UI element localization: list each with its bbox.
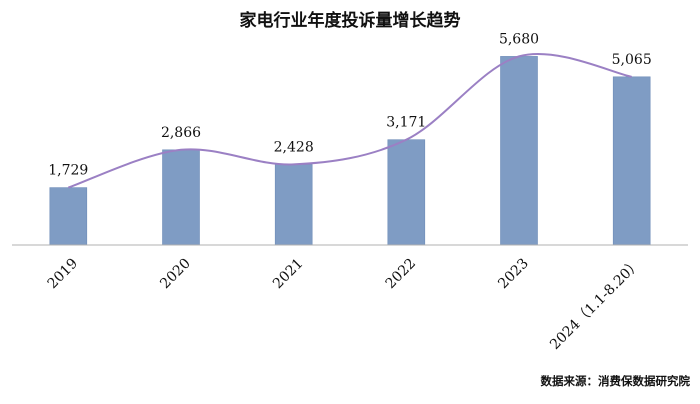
data-label-1: 2,866 [161,125,201,141]
bar-1 [162,149,200,246]
data-label-2: 2,428 [274,139,314,155]
data-label-5: 5,065 [612,52,652,68]
source-note: 数据来源：消费保数据研究院 [541,374,691,388]
bar-2 [274,164,313,246]
labels-layer: 1,729 2,866 2,428 3,171 5,680 5,065 [48,31,651,178]
bar-5 [612,76,651,246]
bars-layer [49,56,651,246]
data-label-0: 1,729 [48,163,88,179]
chart-title: 家电行业年度投诉量增长趋势 [240,10,461,31]
x-tick-label-1: 2020 [157,256,194,293]
bar-0 [49,187,88,246]
data-label-4: 5,680 [499,31,539,47]
bar-3 [387,139,426,246]
x-tick-label-2: 2021 [270,256,307,293]
data-label-3: 3,171 [386,115,426,131]
x-tick-label-4: 2023 [495,256,532,293]
x-tick-label-0: 2019 [45,256,82,293]
x-tick-label-3: 2022 [383,256,420,293]
trend-line [67,53,632,189]
x-tick-label-5: 2024（1.1-8.20） [547,256,644,353]
ticks-layer: 2019 2020 2021 2022 2023 2024（1.1-8.20） [45,256,645,353]
bar-4 [500,56,538,246]
